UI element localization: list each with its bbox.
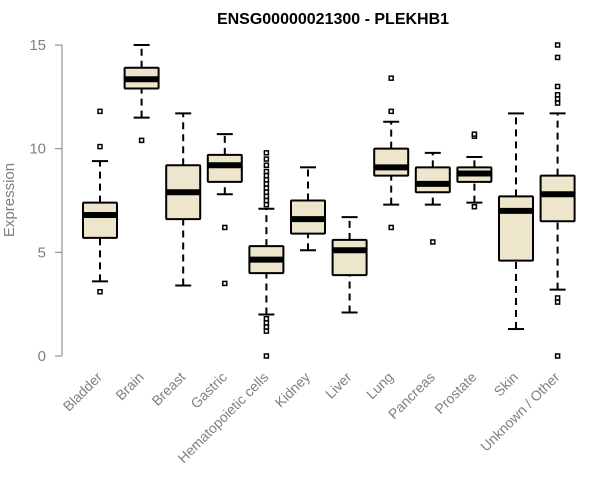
box-iqr (498, 195, 534, 262)
outlier-point (222, 280, 228, 287)
outlier-point (554, 54, 561, 61)
box-unknown-other (539, 42, 576, 359)
outlier-point (388, 224, 394, 231)
y-tick-label: 10 (29, 141, 46, 158)
outlier-point (471, 131, 478, 137)
box-breast (165, 112, 202, 287)
outlier-point (138, 137, 145, 144)
outlier-point (263, 150, 270, 156)
x-tick-label: Kidney (272, 369, 314, 411)
x-tick-label: Liver (322, 369, 355, 402)
outlier-point (554, 295, 561, 301)
outlier-point (263, 162, 270, 169)
outlier-point (554, 353, 561, 359)
outlier-point (97, 288, 103, 295)
outlier-point (388, 108, 394, 115)
y-tick-label: 5 (38, 244, 46, 261)
x-tick-label: Bladder (60, 369, 106, 415)
box-iqr (539, 174, 576, 223)
box-pancreas (414, 151, 451, 245)
box-iqr (331, 238, 368, 277)
box-liver (331, 216, 368, 314)
box-series (82, 42, 576, 359)
outlier-point (554, 92, 561, 98)
box-skin (498, 112, 534, 331)
box-brain (123, 44, 160, 144)
box-kidney (290, 166, 326, 252)
x-tick-label: Breast (148, 369, 188, 409)
y-axis-label: Expression (1, 163, 18, 237)
x-tick-label: Prostate (431, 369, 479, 417)
outlier-point (222, 224, 228, 231)
box-iqr (206, 153, 243, 183)
x-tick-label: Brain (112, 369, 146, 403)
x-tick-label: Skin (491, 369, 522, 400)
outlier-point (430, 239, 436, 245)
outlier-point (263, 156, 270, 162)
x-tick-label: Lung (363, 369, 396, 402)
box-hematopoietic-cells (248, 150, 285, 359)
outlier-point (263, 168, 270, 175)
y-tick-label: 0 (38, 348, 46, 365)
x-tick-label: Unknown / Other (477, 369, 563, 455)
axes: 0 5 10 15 (29, 37, 63, 365)
box-lung (373, 75, 410, 231)
chart-title: ENSG00000021300 - PLEKHB1 (217, 11, 449, 28)
outlier-point (263, 353, 270, 359)
outlier-point (263, 315, 270, 322)
box-prostate (456, 131, 493, 210)
box-bladder (82, 108, 118, 295)
box-iqr (414, 166, 451, 194)
outlier-point (388, 75, 394, 81)
outlier-point (554, 42, 561, 48)
y-tick-label: 15 (29, 37, 46, 54)
outlier-point (97, 108, 103, 115)
box-gastric (206, 133, 243, 287)
outlier-point (554, 83, 561, 90)
outlier-point (471, 203, 478, 210)
box-iqr (82, 201, 118, 239)
box-iqr (373, 147, 410, 177)
outlier-point (97, 143, 103, 150)
